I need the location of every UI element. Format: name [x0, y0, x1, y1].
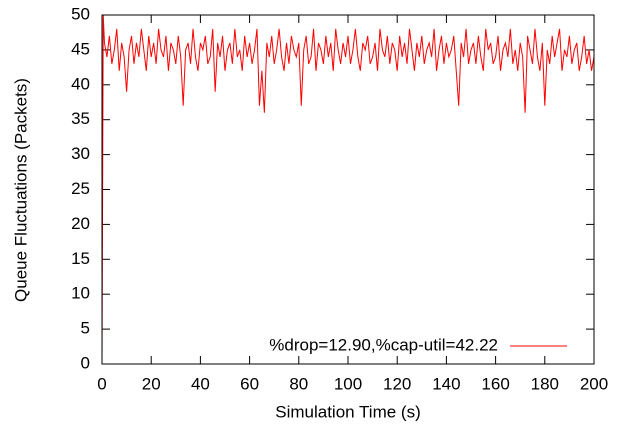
plot-frame — [101, 14, 595, 365]
y-tick-label: 0 — [81, 353, 90, 372]
x-tick-label: 80 — [289, 374, 308, 393]
y-axis-label: Queue Fluctuations (Packets) — [11, 78, 30, 302]
y-tick-label: 35 — [71, 109, 90, 128]
x-tick-label: 140 — [432, 374, 460, 393]
x-tick-label: 20 — [142, 374, 161, 393]
x-tick-label: 60 — [240, 374, 259, 393]
y-tick-label: 30 — [71, 144, 90, 163]
y-tick-label: 25 — [71, 179, 90, 198]
x-tick-label: 180 — [531, 374, 559, 393]
x-tick-label: 160 — [481, 374, 509, 393]
x-tick-label: 40 — [191, 374, 210, 393]
data-line — [101, 14, 595, 365]
y-tick-label: 10 — [71, 284, 90, 303]
y-tick-label: 50 — [71, 4, 90, 23]
y-tick-label: 40 — [71, 74, 90, 93]
x-tick-label: 200 — [580, 374, 608, 393]
x-axis-label: Simulation Time (s) — [275, 402, 420, 421]
x-tick-label: 120 — [383, 374, 411, 393]
y-tick-label: 5 — [81, 319, 90, 338]
x-tick-label: 100 — [334, 374, 362, 393]
y-tick-label: 45 — [71, 39, 90, 58]
x-tick-label: 0 — [97, 374, 106, 393]
y-tick-label: 15 — [71, 249, 90, 268]
legend-label: %drop=12.90,%cap-util=42.22 — [269, 335, 498, 354]
y-tick-label: 20 — [71, 214, 90, 233]
